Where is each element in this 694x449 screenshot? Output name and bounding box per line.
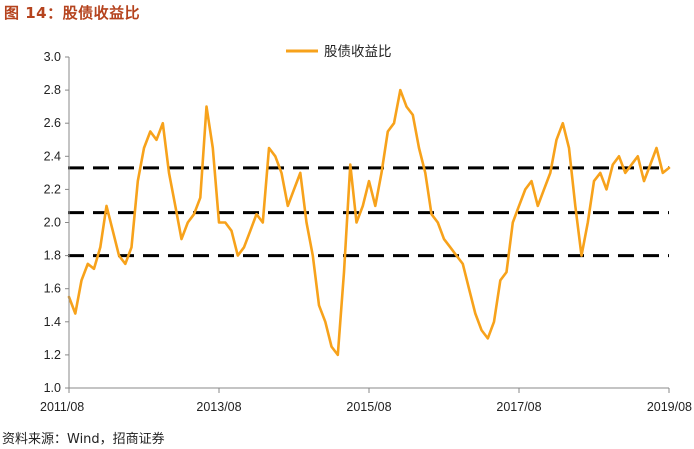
y-tick-label: 1.4 — [44, 315, 61, 329]
x-tick-label: 2017/08 — [496, 400, 541, 414]
legend: 股债收益比 — [286, 44, 392, 60]
y-tick-label: 1.2 — [44, 348, 61, 362]
y-tick-label: 2.6 — [44, 116, 61, 130]
series-layer — [67, 88, 671, 357]
axis-layer: 1.0 1.2 1.4 1.6 1.8 2.0 2.2 2.4 2.6 2.8 3.0 2011/08… — [40, 50, 692, 414]
figure-title: 图 14：股债收益比 — [4, 4, 141, 22]
y-tick-label: 3.0 — [44, 50, 61, 64]
y-tick-label: 1.8 — [44, 249, 61, 263]
y-tick-label: 2.8 — [44, 83, 61, 97]
x-tick-label: 2011/08 — [40, 400, 84, 414]
x-tick-label: 2013/08 — [196, 400, 241, 414]
y-tick-label: 2.2 — [44, 182, 61, 196]
y-tick-label: 1.0 — [44, 381, 61, 395]
legend-label: 股债收益比 — [324, 44, 392, 60]
x-tick-label: 2019/08 — [647, 400, 692, 414]
x-tick-label: 2015/08 — [346, 400, 391, 414]
y-tick-label: 2.0 — [44, 216, 61, 230]
series-line — [67, 88, 671, 357]
y-tick-label: 2.4 — [44, 149, 61, 163]
source-note: 资料来源：Wind，招商证券 — [2, 432, 165, 447]
y-tick-label: 1.6 — [44, 282, 61, 296]
